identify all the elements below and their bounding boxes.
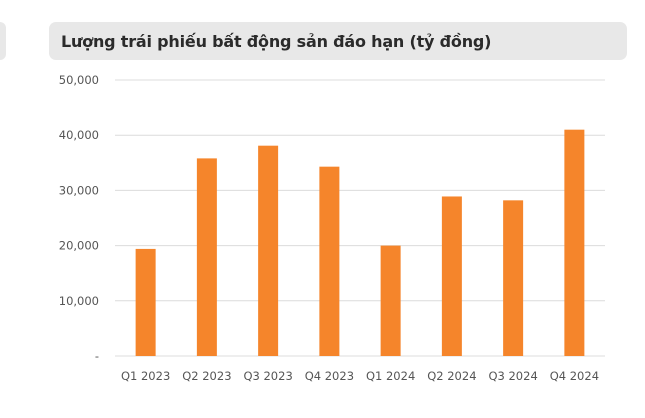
- y-tick-label: 20,000: [59, 239, 99, 253]
- bar: [503, 200, 524, 356]
- left-panel-tab: [0, 22, 6, 60]
- chart-title: Lượng trái phiếu bất động sản đáo hạn (t…: [61, 31, 492, 51]
- y-tick-label: 50,000: [59, 73, 99, 87]
- bar: [258, 145, 279, 356]
- x-tick-label: Q4 2024: [550, 369, 599, 383]
- y-tick-label: 10,000: [59, 294, 99, 308]
- bar: [380, 245, 401, 356]
- y-tick-label: 40,000: [59, 128, 99, 142]
- bar: [319, 166, 340, 356]
- y-tick-label: 30,000: [59, 183, 99, 197]
- x-tick-label: Q2 2023: [182, 369, 231, 383]
- x-tick-label: Q3 2024: [488, 369, 537, 383]
- x-tick-label: Q4 2023: [305, 369, 354, 383]
- x-tick-label: Q2 2024: [427, 369, 476, 383]
- y-tick-label: -: [95, 349, 99, 363]
- bar: [564, 129, 585, 356]
- bar: [441, 196, 462, 356]
- x-tick-label: Q3 2023: [243, 369, 292, 383]
- bar: [135, 248, 156, 356]
- bar: [196, 158, 217, 356]
- x-tick-label: Q1 2023: [121, 369, 170, 383]
- chart-title-bar: Lượng trái phiếu bất động sản đáo hạn (t…: [49, 22, 627, 60]
- x-tick-label: Q1 2024: [366, 369, 415, 383]
